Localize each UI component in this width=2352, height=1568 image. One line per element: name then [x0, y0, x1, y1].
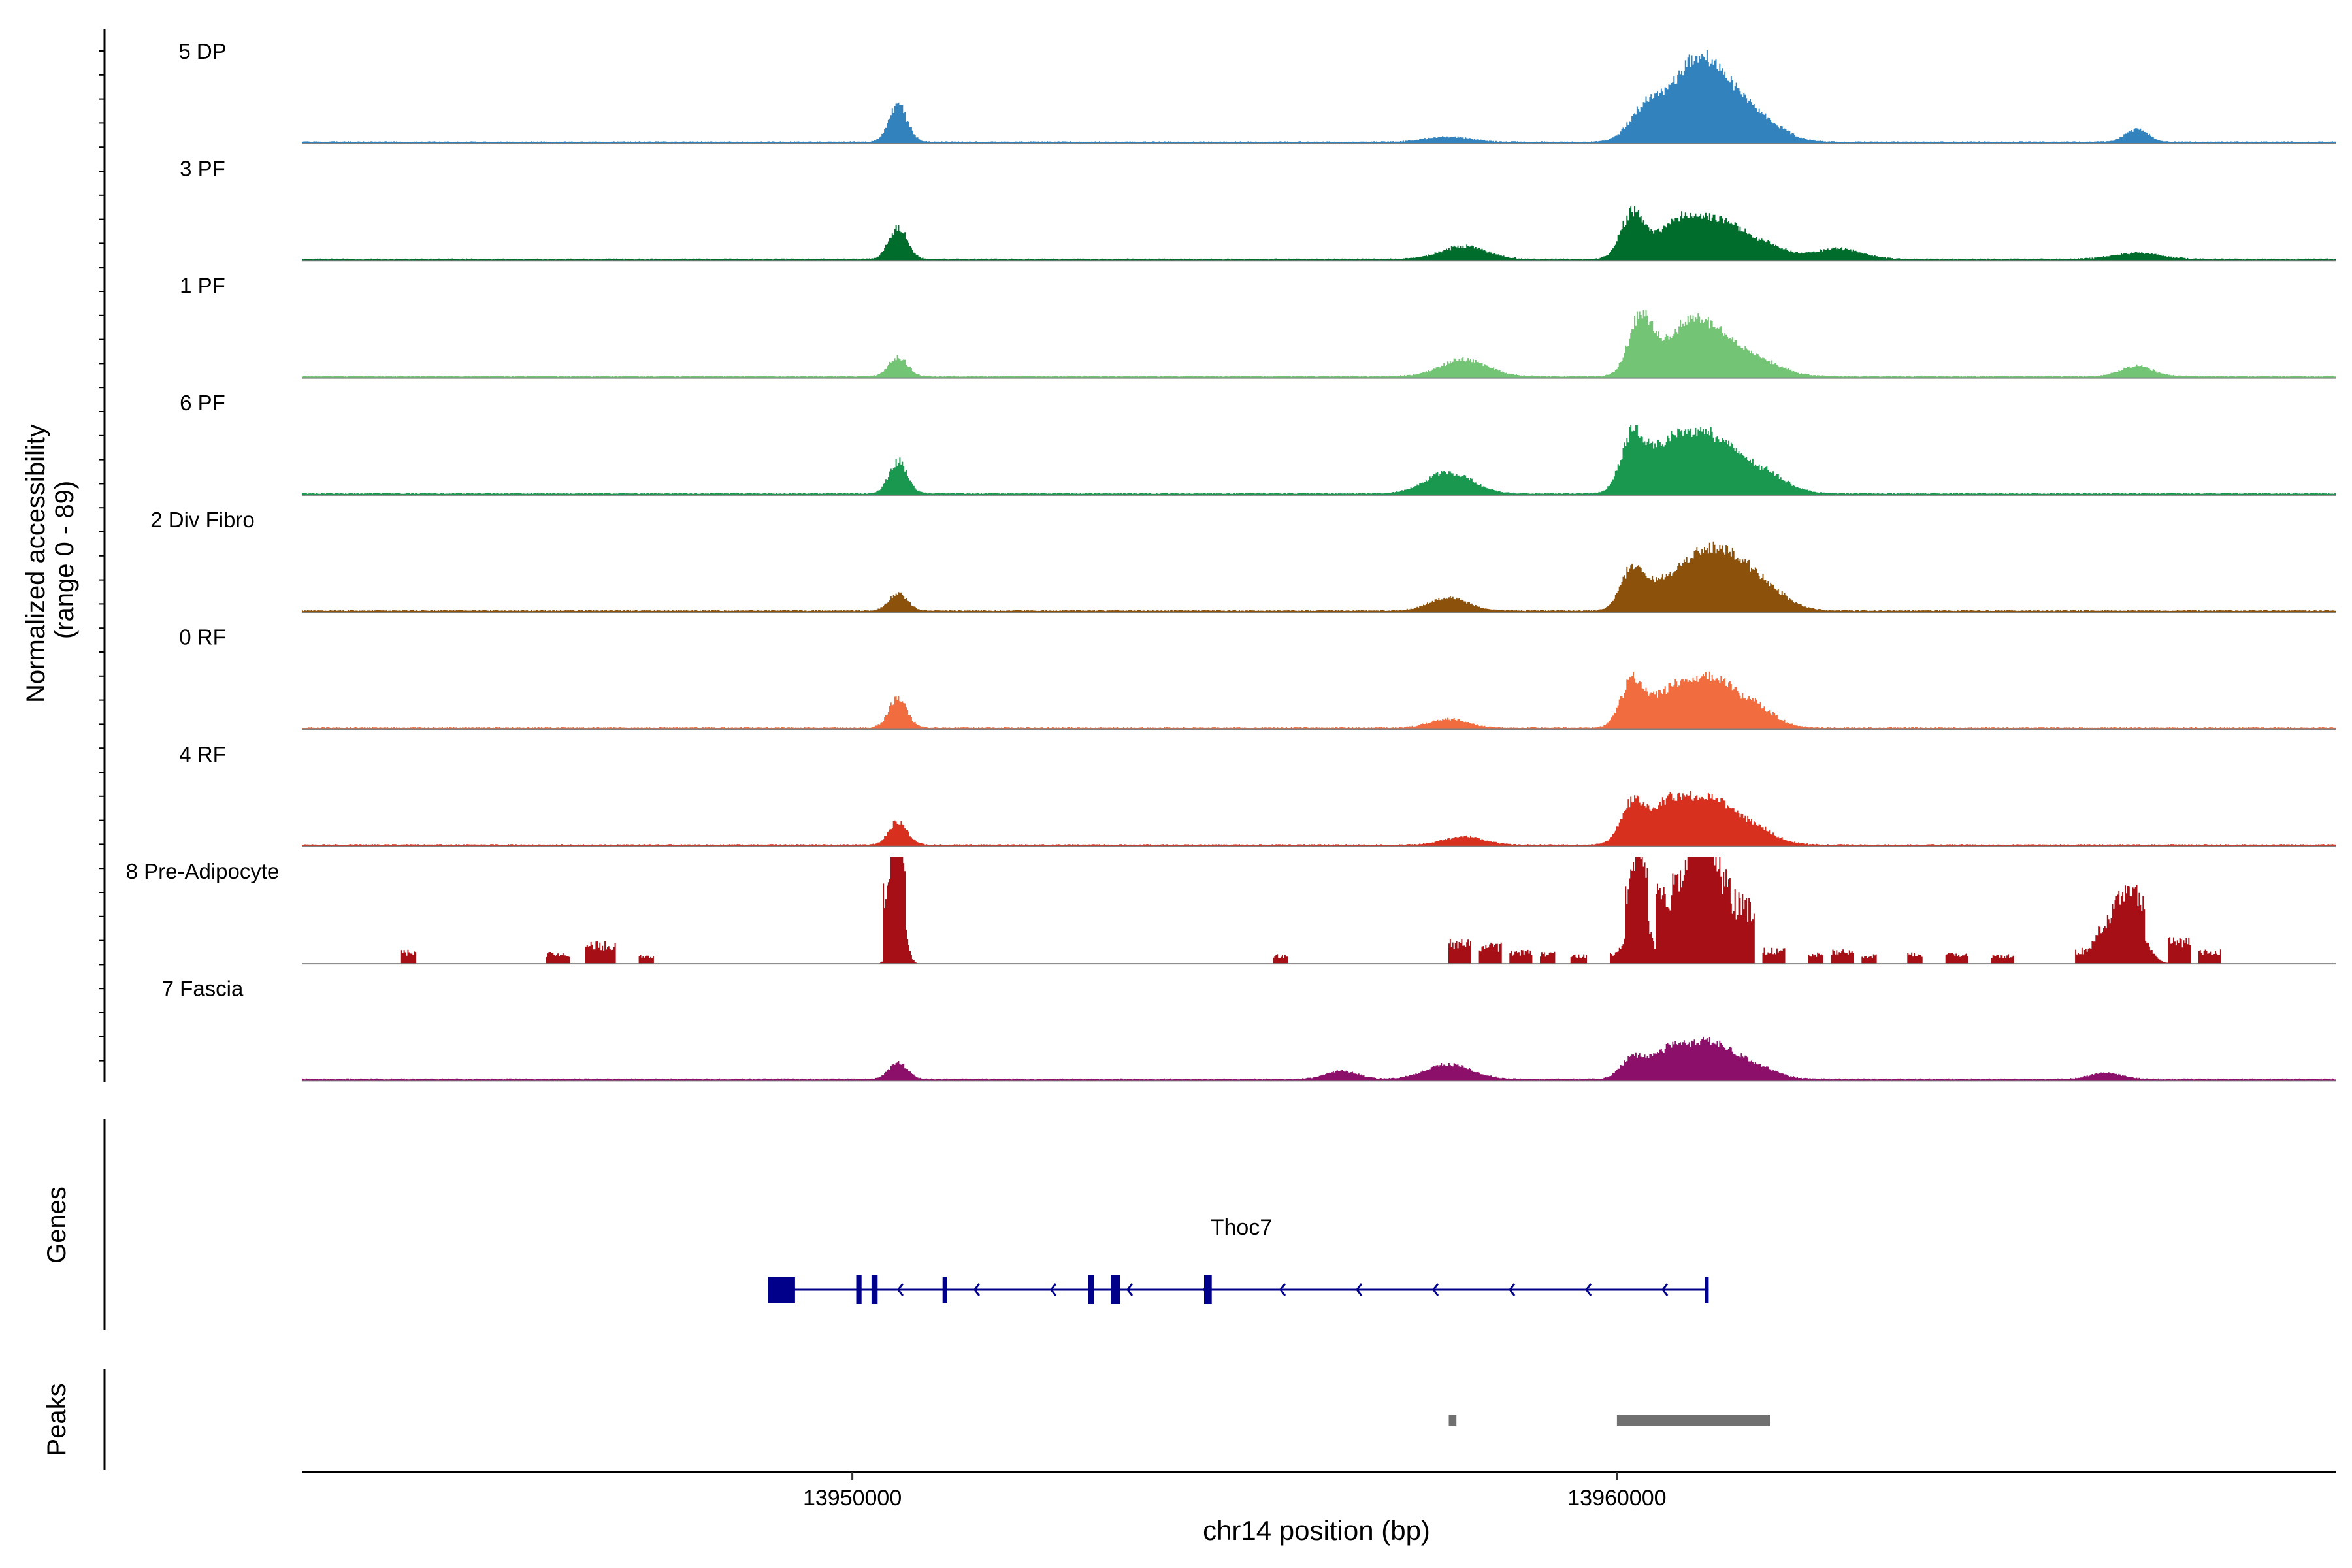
track-7-fascia: 7 Fascia — [162, 976, 2336, 1082]
coverage-area — [302, 857, 2336, 964]
coverage-area — [302, 206, 2336, 261]
coverage-area — [302, 541, 2336, 613]
x-axis-title: chr14 position (bp) — [1203, 1515, 1430, 1546]
gene-name-label: Thoc7 — [1211, 1215, 1273, 1240]
track-label: 5 DP — [178, 39, 226, 63]
peaks-track: Peaks — [42, 1369, 1770, 1470]
coverage-area — [302, 50, 2336, 144]
coverage-area — [302, 1036, 2336, 1081]
gene-exon — [856, 1275, 862, 1304]
track-label: 3 PF — [180, 156, 225, 180]
y-axis-label: Normalized accessibility (range 0 - 89) — [22, 417, 79, 703]
track-8-pre-adipocyte: 8 Pre-Adipocyte — [126, 857, 2336, 965]
coverage-area — [302, 791, 2336, 847]
strand-chevron — [1509, 1283, 1516, 1296]
strand-chevron — [1049, 1283, 1057, 1296]
strand-chevron — [1661, 1283, 1669, 1296]
strand-chevron — [1356, 1283, 1363, 1296]
coverage-tracks: 5 DP 3 PF 1 PF 6 PF 2 Div Fibro 0 RF 4 RF 8 Pre… — [126, 39, 2336, 1082]
track-1-pf: 1 PF — [180, 274, 2336, 379]
x-tick-label: 13950000 — [803, 1486, 902, 1511]
peak-bar — [1616, 1415, 1770, 1426]
track-6-pf: 6 PF — [180, 391, 2336, 496]
gene-exon — [1111, 1275, 1120, 1304]
track-label: 2 Div Fibro — [150, 508, 255, 532]
strand-chevron — [1126, 1283, 1134, 1296]
y-axis-label-line1: Normalized accessibility — [22, 424, 50, 703]
gene-exon — [1204, 1275, 1212, 1304]
track-label: 1 PF — [180, 274, 225, 298]
strand-chevron — [1279, 1283, 1286, 1296]
gene-exon — [768, 1277, 795, 1303]
strand-chevron — [973, 1283, 981, 1296]
track-label: 0 RF — [179, 625, 226, 649]
coverage-area — [302, 671, 2336, 730]
y-axis-label-line2: (range 0 - 89) — [50, 481, 79, 639]
track-0-rf: 0 RF — [179, 625, 2336, 730]
gene-track: Genes Thoc7 — [42, 1119, 1709, 1330]
track-3-pf: 3 PF — [180, 156, 2336, 262]
track-4-rf: 4 RF — [179, 742, 2336, 847]
track-label: 6 PF — [180, 391, 225, 415]
strand-chevron — [1432, 1283, 1439, 1296]
x-tick-label: 13960000 — [1567, 1486, 1666, 1511]
strand-chevron — [1585, 1283, 1592, 1296]
gene-exon — [1088, 1275, 1094, 1304]
track-2-div-fibro: 2 Div Fibro — [150, 508, 2336, 613]
peaks-panel-label: Peaks — [42, 1383, 71, 1456]
coverage-area — [302, 310, 2336, 378]
x-ticks: 13950000 13960000 — [803, 1472, 1667, 1511]
y-axis-line — [99, 29, 106, 1082]
track-label: 8 Pre-Adipocyte — [126, 859, 280, 883]
gene-exon — [942, 1277, 947, 1303]
strand-chevron — [896, 1283, 904, 1296]
x-axis: 13950000 13960000 chr14 position (bp) — [302, 1471, 2336, 1546]
gene-model — [768, 1275, 1709, 1304]
track-label: 4 RF — [179, 742, 226, 766]
genes-panel-label: Genes — [42, 1186, 71, 1264]
peak-bar — [1448, 1415, 1457, 1426]
peak-bars — [1448, 1415, 1770, 1426]
track-5-dp: 5 DP — [178, 39, 2336, 144]
gene-exon — [1705, 1277, 1709, 1303]
gene-exon — [871, 1275, 878, 1304]
track-label: 7 Fascia — [162, 976, 244, 1000]
coverage-area — [302, 425, 2336, 495]
